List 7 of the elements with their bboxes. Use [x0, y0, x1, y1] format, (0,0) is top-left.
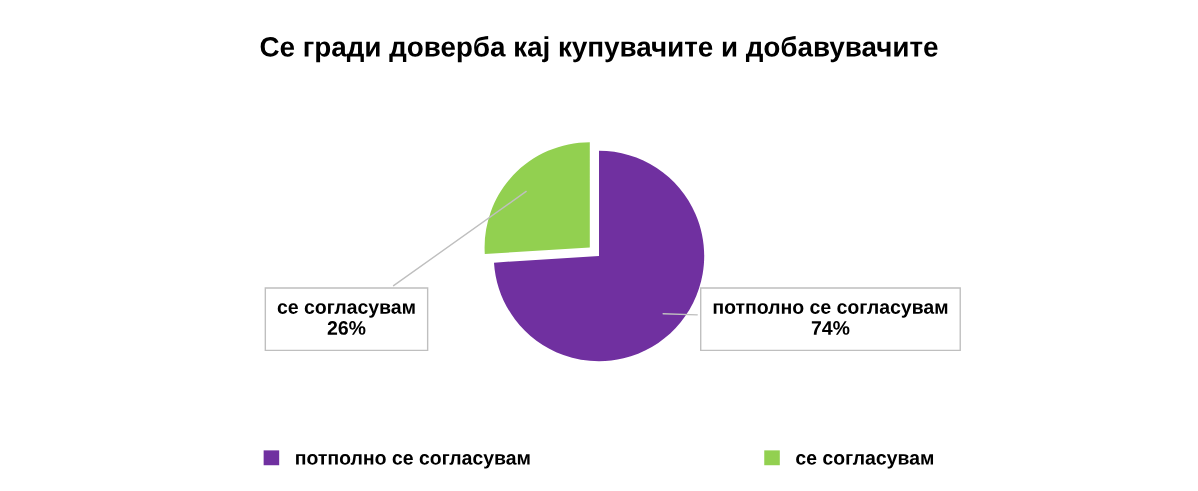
legend-label: се согласувам [796, 454, 934, 469]
slice-label: потполно се согласувам [713, 303, 948, 318]
legend-label: потполно се согласувам [296, 454, 530, 469]
chart-title: Се гради доверба кај купувачите и добавувачите [260, 36, 938, 63]
data-label: 74% [811, 321, 850, 335]
data-label: 26% [327, 321, 366, 335]
slice-label: се согласувам [277, 303, 415, 318]
